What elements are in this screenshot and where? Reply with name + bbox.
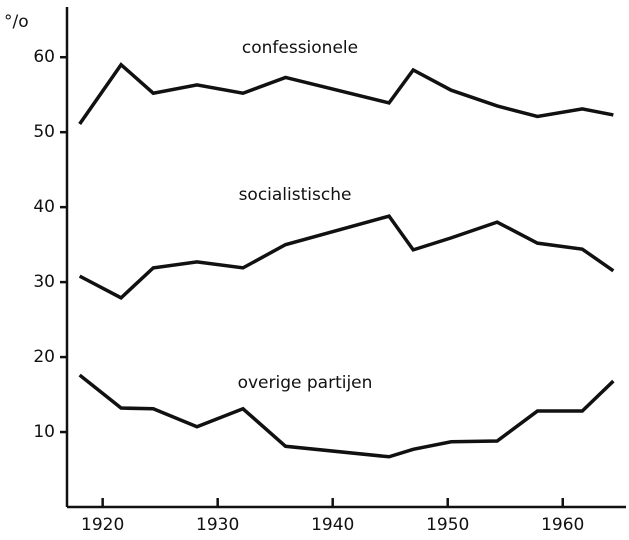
y-tick-label: 20: [33, 347, 55, 367]
y-tick-label: 60: [33, 47, 55, 67]
x-tick-label: 1950: [426, 515, 469, 535]
x-tick-label: 1960: [541, 515, 584, 535]
y-tick-label: 40: [33, 197, 55, 217]
x-tick-label: 1930: [196, 515, 239, 535]
x-tick-label: 1920: [81, 515, 124, 535]
series-line: [78, 62, 614, 125]
y-axis-label: °/o: [4, 12, 29, 32]
series-line: [78, 373, 615, 459]
series-label: socialistische: [239, 185, 352, 205]
series-label: confessionele: [242, 38, 358, 58]
y-tick-label: 50: [33, 122, 55, 142]
y-tick-label: 10: [33, 422, 55, 442]
y-tick-label: 30: [33, 272, 55, 292]
x-tick-label: 1940: [311, 515, 354, 535]
series-line: [78, 214, 615, 300]
series-label: overige partijen: [238, 373, 373, 393]
